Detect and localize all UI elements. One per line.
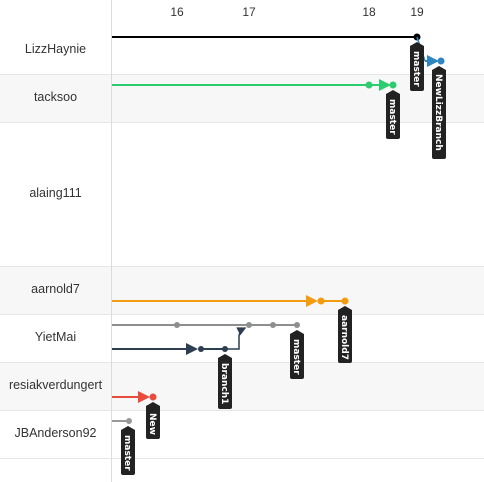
tacksoo-commit-head[interactable] [390,82,397,89]
badge-aarnold7[interactable]: aarnold7 [338,306,352,363]
svg-text:master: master [387,99,397,135]
svg-text:NewLizzBranch: NewLizzBranch [433,74,443,151]
badge-lizz-master[interactable]: master [410,42,424,91]
badge-yietmai-branch1[interactable]: branch1 [218,354,232,409]
yietmai-commit-17[interactable] [246,322,252,328]
svg-text:aarnold7: aarnold7 [339,315,349,360]
badge-yietmai-master[interactable]: master [290,330,304,379]
tacksoo-commit-18[interactable] [366,82,373,89]
svg-text:master: master [291,339,301,375]
badge-jbanderson-master[interactable]: master [121,426,135,475]
svg-text:master: master [411,51,421,87]
aarnold7-commit-2[interactable] [342,298,349,305]
resiak-commit[interactable] [150,394,157,401]
svg-text:New: New [147,413,157,435]
lizz-new-commit[interactable] [438,58,445,65]
svg-text:branch1: branch1 [219,363,229,404]
yietmai-merge-connector [225,328,245,349]
yietmai-commit-3[interactable] [270,322,276,328]
yietmai-commit-16[interactable] [174,322,180,328]
badge-lizz-newlizzbranch[interactable]: NewLizzBranch [432,66,446,159]
jb-commit[interactable] [126,418,132,424]
yietmai-commit-head[interactable] [294,322,300,328]
badge-tacksoo-master[interactable]: master [386,90,400,139]
svg-text:master: master [122,435,132,471]
badge-resiak-new[interactable]: New [146,402,160,439]
